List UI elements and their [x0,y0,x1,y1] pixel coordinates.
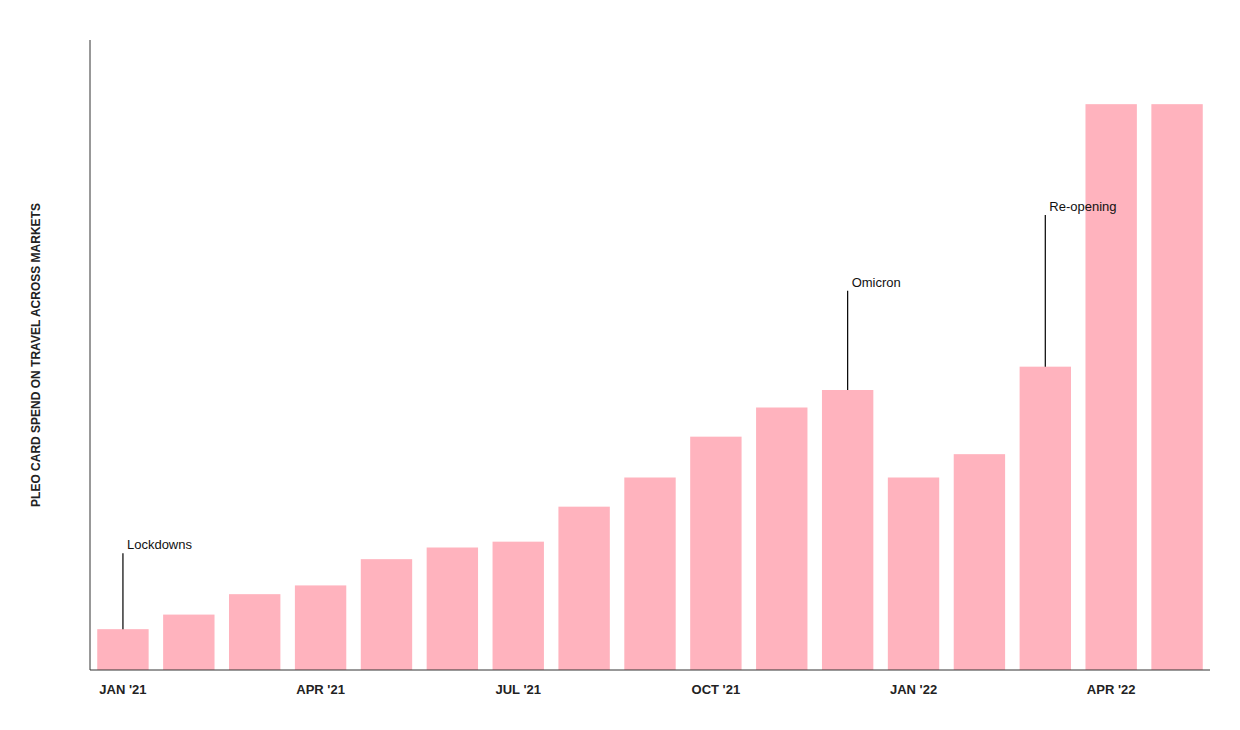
bar [954,454,1005,670]
x-tick-label: JAN '22 [890,682,937,697]
x-tick-label: JAN '21 [99,682,146,697]
chart: JAN '21 APR '21 JUL '21 OCT '21 JAN '22 APR '… [0,0,1240,730]
annotation-line [847,291,848,390]
bar [427,548,478,671]
bar [558,507,609,670]
bar [690,437,741,670]
bar [493,542,544,670]
bar [1085,104,1136,670]
bar [295,585,346,670]
y-axis-label: PLEO CARD SPEND ON TRAVEL ACROSS MARKETS [29,203,43,507]
x-tick-label: OCT '21 [692,682,741,697]
bar [229,594,280,670]
annotation-label: Omicron [852,275,901,290]
annotation-line [1045,215,1046,367]
annotation-label: Lockdowns [127,537,193,552]
bar [361,559,412,670]
x-tick-label: JUL '21 [495,682,541,697]
bar [1020,367,1071,670]
bars [97,104,1203,670]
bar [756,408,807,671]
bar [822,390,873,670]
bar [624,478,675,671]
chart-container: JAN '21 APR '21 JUL '21 OCT '21 JAN '22 APR '… [0,0,1240,730]
y-axis [90,40,91,670]
annotation-line [122,553,123,629]
x-tick-label: APR '21 [296,682,345,697]
x-axis [90,670,1210,671]
bar [1151,104,1202,670]
bar [888,478,939,671]
x-tick-label: APR '22 [1087,682,1136,697]
bar [163,615,214,670]
annotation-label: Re-opening [1049,199,1116,214]
bar [97,629,148,670]
